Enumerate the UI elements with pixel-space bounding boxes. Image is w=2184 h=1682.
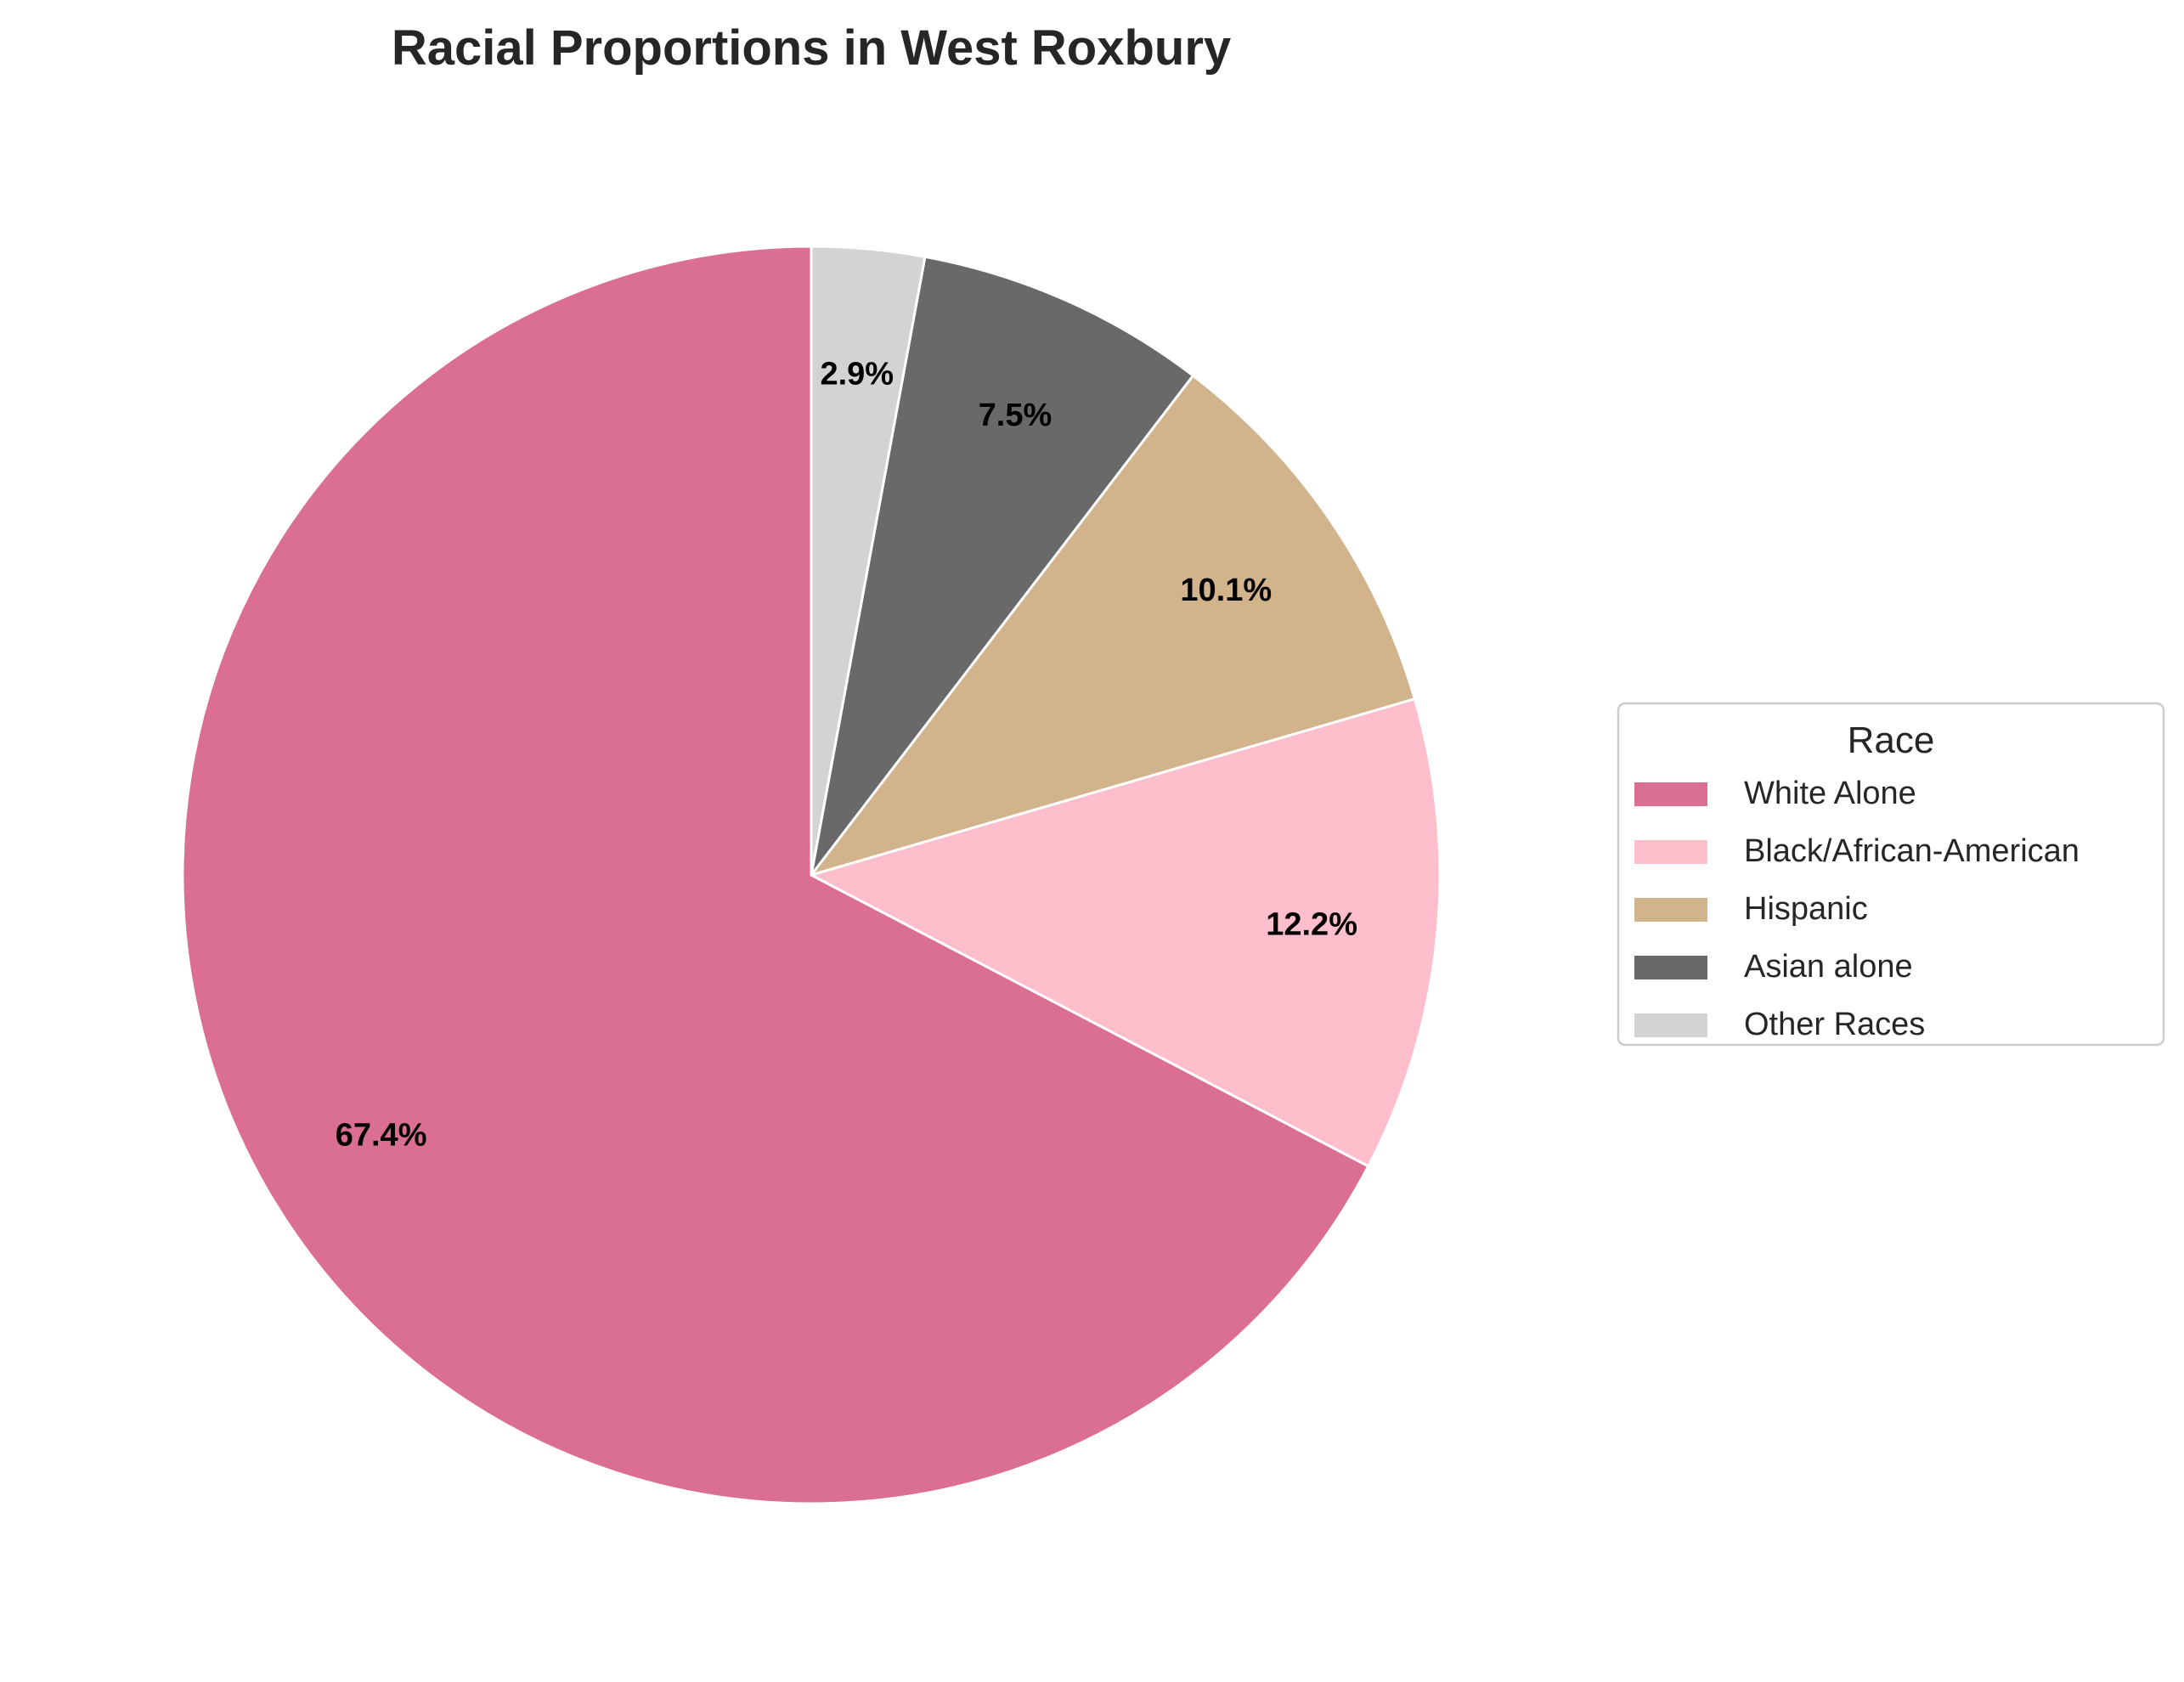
legend-label: White Alone	[1744, 776, 1916, 811]
slice-label: 12.2%	[1266, 906, 1357, 942]
legend: Race White Alone Black/African-American Hi…	[1617, 702, 2165, 1047]
slice-label: 2.9%	[820, 356, 894, 392]
slice-label: 10.1%	[1180, 573, 1272, 608]
legend-swatch	[1634, 898, 1707, 922]
pie-slice-4	[810, 245, 927, 877]
legend-swatch	[1634, 840, 1707, 864]
slice-label: 7.5%	[979, 398, 1052, 433]
pie-slice-3	[810, 255, 1194, 877]
legend-label: Other Races	[1744, 1007, 1925, 1042]
legend-label: Hispanic	[1744, 891, 1868, 927]
chart-title: Racial Proportions in West Roxbury	[392, 20, 1231, 76]
legend-swatch	[1634, 1013, 1707, 1037]
legend-box	[1617, 702, 2165, 1047]
pie-slice-0	[181, 245, 1370, 1505]
pie-slices	[181, 245, 1442, 1505]
pie-slice-2	[810, 374, 1416, 877]
legend-swatch	[1634, 956, 1707, 979]
legend-items: White Alone Black/African-American Hispani…	[1634, 776, 2080, 1042]
legend-label: Black/African-American	[1744, 833, 2080, 869]
slice-label: 67.4%	[336, 1118, 427, 1154]
legend-swatch	[1634, 782, 1707, 806]
legend-title: Race	[1848, 720, 1935, 761]
legend-label: Asian alone	[1744, 949, 1913, 985]
pie-slice-1	[810, 697, 1442, 1168]
slice-labels: 67.4% 12.2% 10.1% 7.5% 2.9%	[336, 356, 1357, 1153]
